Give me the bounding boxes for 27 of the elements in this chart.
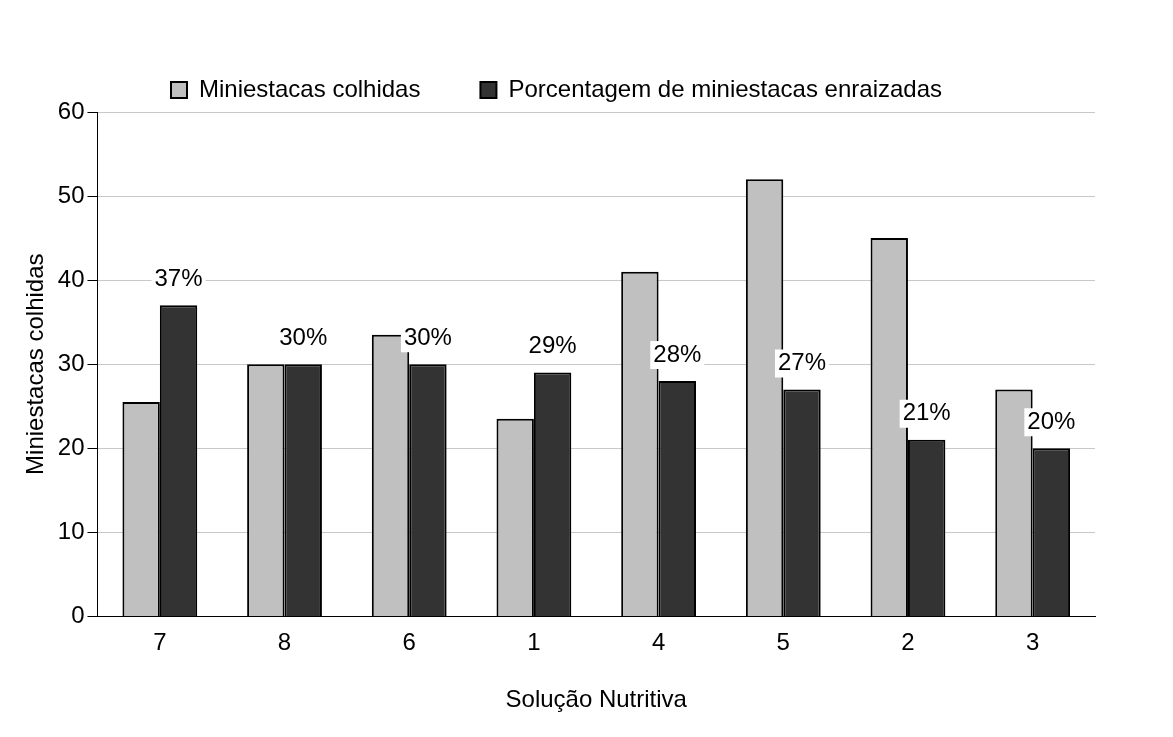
- data-label: 37%: [154, 263, 203, 291]
- y-tick-label: 40: [57, 264, 85, 292]
- legend-label: Porcentagem de miniestacas enraizadas: [508, 74, 943, 102]
- y-axis-title: Miniestacas colhidas: [21, 253, 49, 475]
- y-tick-label: 10: [57, 516, 85, 544]
- y-tick-label: 20: [57, 432, 85, 460]
- data-label: 29%: [528, 331, 577, 359]
- data-label: 21%: [902, 398, 951, 426]
- x-tick-label: 3: [1025, 628, 1040, 656]
- y-tick-label: 60: [57, 96, 85, 124]
- y-tick-label: 0: [71, 601, 85, 629]
- y-tick-label: 30: [57, 348, 85, 376]
- x-tick-label: 2: [901, 628, 915, 656]
- x-axis-title: Solução Nutritiva: [505, 685, 688, 713]
- data-label: 20%: [1027, 406, 1076, 434]
- data-label: 28%: [653, 339, 702, 367]
- x-tick-label: 5: [776, 628, 790, 656]
- y-tick-label: 50: [57, 180, 85, 208]
- x-tick-label: 4: [651, 628, 666, 656]
- x-tick-label: 1: [527, 628, 541, 656]
- x-tick-label: 6: [402, 628, 416, 656]
- x-tick-label: 7: [153, 628, 167, 656]
- data-label: 27%: [777, 348, 827, 376]
- legend-label: Miniestacas colhidas: [199, 74, 421, 102]
- data-label: 30%: [279, 322, 328, 350]
- data-label: 30%: [403, 322, 452, 350]
- x-tick-label: 8: [277, 628, 292, 656]
